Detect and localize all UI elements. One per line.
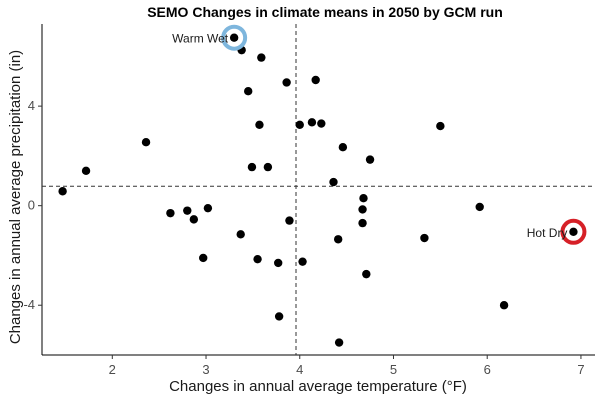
data-point — [334, 338, 344, 347]
data-point — [295, 120, 304, 129]
x-tick-label: 5 — [390, 362, 397, 377]
data-point — [244, 86, 253, 96]
y-axis-title: Changes in annual average precipitation … — [7, 50, 24, 344]
data-point — [333, 235, 343, 244]
data-point — [263, 162, 273, 172]
data-point — [183, 206, 192, 215]
data-point — [311, 75, 320, 85]
highlight-label: Warm Wet — [172, 32, 229, 46]
plot-axes: 2 3 4 5 6 7 -4 0 4 — [23, 24, 595, 377]
data-point — [247, 162, 257, 172]
data-point — [141, 138, 151, 147]
x-tick-label: 2 — [109, 362, 116, 377]
data-point — [475, 202, 484, 212]
data-point — [499, 301, 509, 310]
data-point — [365, 155, 375, 164]
x-tick-label: 6 — [484, 362, 491, 377]
data-point — [273, 258, 283, 268]
chart-title: SEMO Changes in climate means in 2050 by… — [147, 4, 503, 20]
x-tick-label: 7 — [577, 362, 584, 377]
data-point — [338, 142, 348, 152]
data-point — [317, 119, 326, 128]
data-point — [282, 78, 291, 87]
data-point — [436, 121, 445, 131]
data-point — [189, 215, 199, 224]
data-point — [359, 194, 368, 203]
data-point — [329, 177, 338, 187]
data-point — [358, 218, 367, 228]
data-point — [199, 253, 208, 263]
highlight-label: Hot Dry — [527, 226, 568, 240]
reference-lines — [42, 24, 595, 355]
x-tick-label: 4 — [296, 362, 303, 377]
y-tick-label: -4 — [23, 297, 35, 312]
y-tick-label: 0 — [28, 198, 35, 213]
data-point — [420, 233, 429, 243]
data-point — [253, 254, 262, 264]
data-point — [236, 230, 245, 239]
data-point — [203, 203, 213, 213]
data-point — [274, 312, 284, 321]
data-point — [257, 53, 266, 62]
data-point — [255, 120, 264, 129]
data-point — [298, 257, 307, 266]
data-point — [81, 166, 91, 176]
highlight-markers: Warm Wet Hot Dry — [172, 24, 587, 245]
x-tick-label: 3 — [202, 362, 209, 377]
data-point — [285, 216, 294, 225]
data-point — [58, 187, 67, 196]
data-point — [229, 33, 239, 42]
data-point — [569, 227, 578, 237]
data-points — [58, 33, 578, 347]
data-point — [307, 118, 317, 127]
data-point — [166, 208, 175, 218]
x-axis-title: Changes in annual average temperature (°… — [169, 378, 467, 395]
data-point — [362, 269, 371, 279]
data-point — [358, 205, 367, 214]
y-tick-label: 4 — [28, 98, 35, 113]
highlight-ring — [560, 218, 587, 245]
highlight-ring — [221, 24, 248, 51]
